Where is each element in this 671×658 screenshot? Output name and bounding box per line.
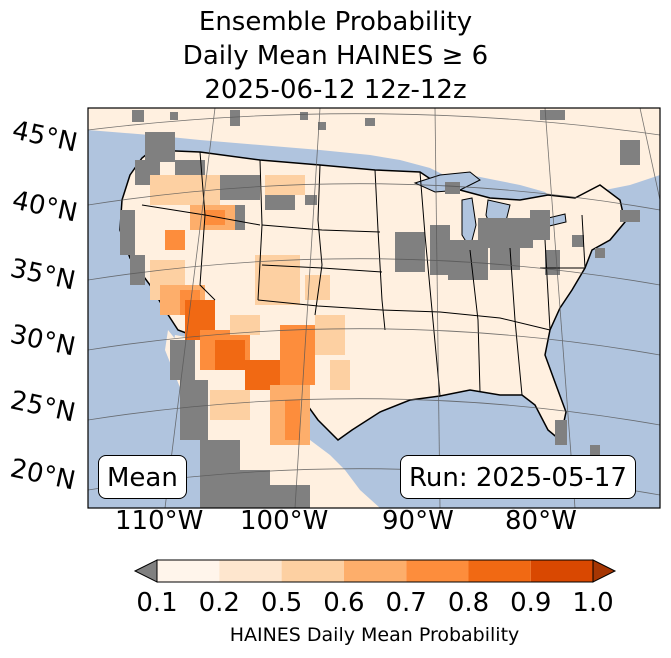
colorbar-bin-3 <box>281 560 344 582</box>
colorbar-bin-6 <box>468 560 531 582</box>
colorbar-tick: 0.6 <box>323 588 365 618</box>
canada-land <box>88 108 660 205</box>
title-line-1: Ensemble Probability <box>198 7 473 37</box>
colorbar-tick: 0.7 <box>385 588 427 618</box>
colorbar-bin-5 <box>406 560 469 582</box>
colorbar-tick: 1.0 <box>572 588 614 618</box>
lake-michigan <box>461 197 477 250</box>
stat-label-box: Mean <box>98 455 187 499</box>
colorbar-bin-2 <box>219 560 282 582</box>
run-label-box: Run: 2025-05-17 <box>400 455 636 499</box>
colorbar-tick: 0.5 <box>260 588 303 618</box>
colorbar-tick: 0.2 <box>198 588 240 618</box>
colorbar-under <box>133 559 158 583</box>
colorbar-bin-4 <box>343 560 407 582</box>
lon-label-80: 80°W <box>505 506 577 536</box>
lon-label-90: 90°W <box>382 506 454 536</box>
colorbar-tick: 0.1 <box>136 588 178 618</box>
colorbar-label: HAINES Daily Mean Probability <box>229 624 520 646</box>
colorbar-over <box>592 559 617 583</box>
colorbar <box>133 559 617 583</box>
lon-label-100: 100°W <box>240 506 329 536</box>
colorbar-tick: 0.8 <box>447 588 490 618</box>
colorbar-bin-7 <box>530 560 593 582</box>
state-borders <box>141 151 586 397</box>
title-line-3: 2025-06-12 12z-12z <box>204 75 467 105</box>
colorbar-tick: 0.9 <box>510 588 552 618</box>
lon-label-110: 110°W <box>115 506 204 536</box>
missing-data-areas <box>120 110 640 508</box>
probability-areas <box>150 175 350 445</box>
title-line-2: Daily Mean HAINES ≥ 6 <box>182 41 489 71</box>
graticule <box>88 108 660 508</box>
colorbar-bin-1 <box>157 560 220 582</box>
